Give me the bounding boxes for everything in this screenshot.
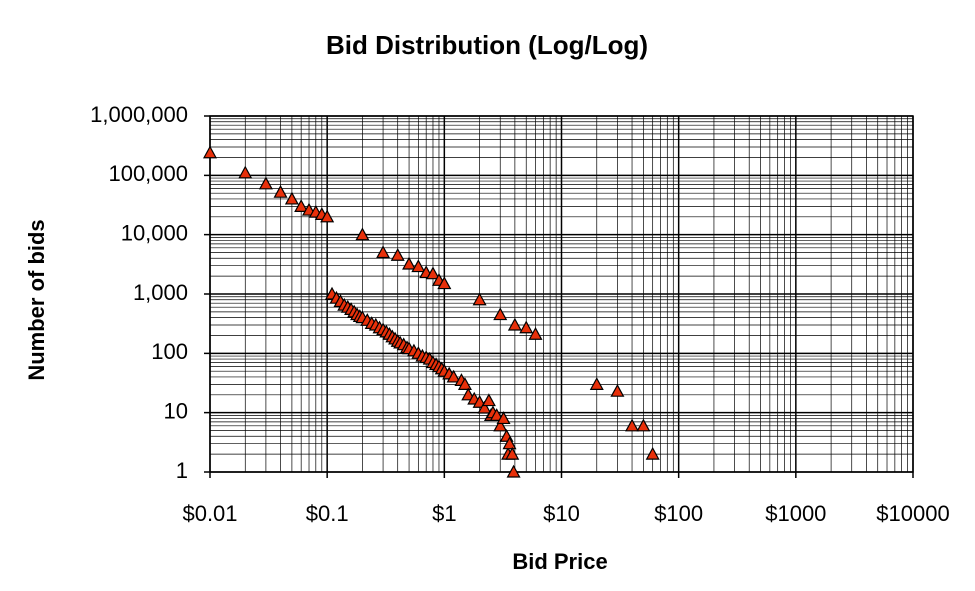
data-point (446, 369, 461, 383)
data-point (376, 245, 391, 259)
y-tick-label: 10,000 (121, 220, 188, 245)
data-point (489, 408, 504, 421)
data-point (472, 292, 487, 306)
data-point (258, 176, 273, 190)
y-tick-label: 100,000 (108, 161, 188, 186)
y-tick-label: 1,000 (133, 280, 188, 305)
y-axis-label: Number of bids (24, 219, 49, 380)
data-point (502, 436, 517, 450)
data-point (402, 256, 417, 270)
data-point (477, 400, 492, 414)
data-point (645, 446, 660, 460)
x-tick-label: $10000 (876, 501, 949, 526)
data-point (411, 259, 426, 273)
data-point (320, 209, 335, 223)
x-tick-label: $1 (432, 501, 456, 526)
data-point (519, 320, 534, 334)
y-tick-label: 10 (164, 398, 188, 423)
data-point (493, 307, 508, 321)
data-point (496, 411, 511, 425)
data-point (507, 317, 522, 331)
data-point (625, 418, 640, 432)
data-point (273, 184, 288, 198)
data-point (528, 326, 543, 340)
data-point (493, 418, 508, 432)
data-point (390, 247, 405, 261)
data-point (294, 199, 309, 212)
data-point (610, 383, 625, 397)
data-point (202, 145, 218, 159)
data-point (505, 446, 520, 460)
x-tick-label: $10 (543, 501, 580, 526)
x-tick-label: $0.01 (182, 501, 237, 526)
y-tick-label: 100 (151, 339, 188, 364)
x-tick-label: $100 (654, 501, 703, 526)
x-tick-label: $0.1 (306, 501, 349, 526)
data-point (589, 377, 604, 390)
data-point (238, 165, 253, 179)
data-point (284, 191, 299, 205)
data-point (437, 276, 452, 290)
chart-title: Bid Distribution (Log/Log) (326, 30, 648, 60)
data-point (481, 393, 496, 407)
data-point (457, 377, 472, 390)
data-point (506, 464, 521, 478)
data-point (461, 387, 476, 401)
data-point (636, 418, 651, 432)
data-point (425, 266, 440, 280)
x-axis-label: Bid Price (512, 549, 607, 574)
data-point (355, 227, 370, 241)
y-tick-label: 1,000,000 (90, 102, 188, 127)
y-tick-label: 1 (176, 458, 188, 483)
x-tick-label: $1000 (765, 501, 826, 526)
